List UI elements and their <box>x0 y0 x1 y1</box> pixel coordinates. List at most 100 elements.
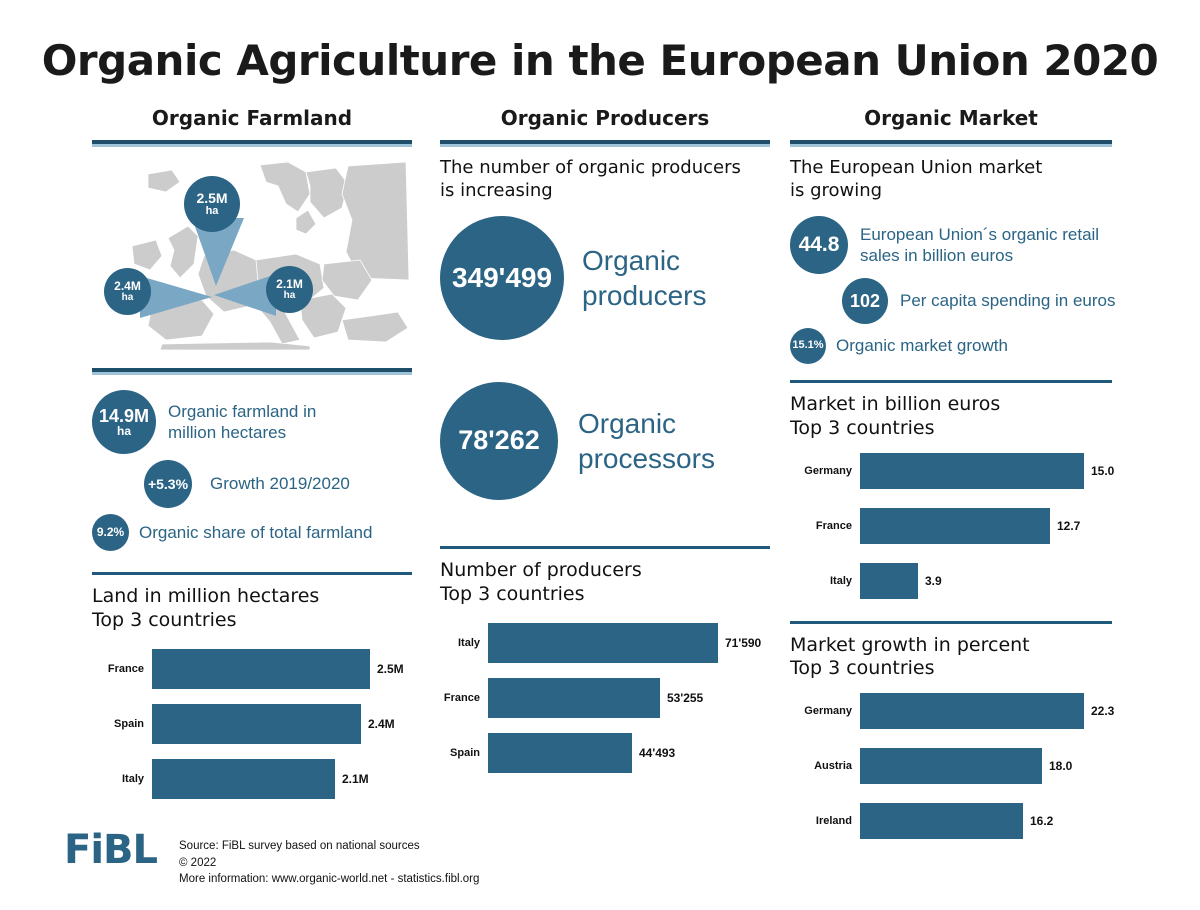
table-row: France 12.7 <box>790 507 1112 544</box>
stat-value: 102 <box>849 290 881 311</box>
chart-title-producers: Number of producers Top 3 countries <box>440 559 770 607</box>
chart-title-land-line1: Land in million hectares <box>92 585 320 607</box>
column-heading-producers: Organic Producers <box>500 106 710 130</box>
map-pin-2-value: 2.4M <box>114 278 141 293</box>
stat-circle-per-capita: 102 <box>842 278 888 325</box>
table-row: Ireland 16.2 <box>790 803 1112 840</box>
divider-farmland-bottom <box>92 572 412 575</box>
stat-row-per-capita: 102 Per capita spending in euros <box>842 278 1116 325</box>
divider-market-bottom <box>790 620 1112 624</box>
bar-fill <box>860 748 1042 785</box>
map-pin-3-value: 2.1M <box>276 276 303 291</box>
bar-fill <box>860 803 1023 840</box>
stat-row-farmland-total: 14.9M ha Organic farmland in million hec… <box>92 390 412 454</box>
big-circle-producers: 349'499 <box>440 216 564 341</box>
page-title: Organic Agriculture in the European Unio… <box>41 36 1159 85</box>
footer: FiBL Source: FiBL survey based on nation… <box>64 830 479 888</box>
bar-fill <box>860 507 1050 544</box>
bar-value: 15.0 <box>1091 463 1115 478</box>
chart-title-producers-line1: Number of producers <box>440 559 642 582</box>
table-row: Germany 15.0 <box>790 452 1115 489</box>
big-label-producers-line2: producers <box>582 280 707 312</box>
chart-title-market-growth-line1: Market growth in percent <box>790 633 1030 656</box>
divider-producers-top <box>440 140 770 144</box>
bar-value: 18.0 <box>1049 759 1073 774</box>
column-organic-producers: Organic Producers The number of organic … <box>440 106 770 788</box>
big-label-processors: Organic processors <box>578 406 715 476</box>
divider-farmland-mid <box>92 368 412 372</box>
chart-title-producers-line2: Top 3 countries <box>440 582 585 605</box>
stat-value: 15.1% <box>792 339 824 352</box>
big-label-processors-line2: processors <box>578 443 715 475</box>
bar-value: 2.1M <box>342 771 369 786</box>
chart-land-bars: France 2.5M Spain 2.4M Italy 2.1M <box>92 648 412 799</box>
bar-fill <box>860 693 1084 730</box>
chart-title-market-growth: Market growth in percent Top 3 countries <box>790 634 1112 682</box>
divider-market-top <box>790 140 1112 144</box>
bar-fill <box>488 732 632 773</box>
chart-market-growth-bars: Germany 22.3 Austria 18.0 Ireland 16.2 <box>790 693 1115 840</box>
stat-value: 44.8 <box>798 233 840 257</box>
farmland-stats: 14.9M ha Organic farmland in million hec… <box>92 390 412 551</box>
chart-title-market-growth-line2: Top 3 countries <box>790 657 935 680</box>
divider-farmland-top <box>92 140 412 144</box>
stat-row-retail-sales: 44.8 European Union´s organic retail sal… <box>790 216 1112 275</box>
bar-value: 71'590 <box>725 635 762 650</box>
map-pin-1-pointer <box>192 218 244 286</box>
stat-label-market-growth: Organic market growth <box>836 336 1008 356</box>
map-pin-3[interactable]: 2.1M ha <box>214 266 313 316</box>
table-row: Germany 22.3 <box>790 693 1115 730</box>
bar-fill <box>860 452 1084 489</box>
europe-map-svg <box>131 161 410 350</box>
table-row: France 2.5M <box>92 648 412 689</box>
table-row: Austria 18.0 <box>790 748 1112 785</box>
producers-lead-line2: is increasing <box>440 180 553 202</box>
map-pin-3-pointer <box>214 274 276 316</box>
table-row: Spain 2.4M <box>92 703 412 744</box>
bar-category: Spain <box>450 746 480 759</box>
bar-category: Ireland <box>815 815 852 828</box>
bar-value: 2.4M <box>368 716 395 731</box>
big-stat-processors: 78'262 Organic processors <box>440 382 770 501</box>
divider-producers-bottom <box>440 546 770 550</box>
chart-title-land: Land in million hectares Top 3 countries <box>92 585 412 633</box>
stat-circle-farmland-total: 14.9M ha <box>92 390 156 454</box>
stat-value: +5.3% <box>147 475 189 492</box>
bar-value: 16.2 <box>1030 814 1054 829</box>
bar-fill <box>152 648 370 689</box>
map-pin-1[interactable]: 2.5M ha <box>184 176 244 286</box>
europe-map: 2.5M ha 2.4M ha <box>92 158 412 358</box>
map-pin-2-unit: ha <box>121 291 134 303</box>
bar-category: France <box>815 519 852 532</box>
bar-value: 22.3 <box>1091 704 1115 719</box>
stat-row-market-growth: 15.1% Organic market growth <box>790 328 1112 365</box>
bar-category: Germany <box>804 705 852 718</box>
column-heading-market: Organic Market <box>864 106 1038 130</box>
bar-category: France <box>443 691 480 704</box>
bar-value: 2.5M <box>377 661 404 676</box>
footer-source-text: Source: FiBL survey based on national so… <box>179 830 479 888</box>
stat-value: 14.9M <box>98 405 150 426</box>
stat-label-per-capita: Per capita spending in euros <box>900 291 1116 311</box>
bar-value: 12.7 <box>1057 518 1081 533</box>
producers-lead-text: The number of organic producers is incre… <box>440 156 770 202</box>
stat-row-farmland-share: 9.2% Organic share of total farmland <box>92 514 412 551</box>
map-pin-1-value: 2.5M <box>196 189 228 206</box>
bar-value: 3.9 <box>925 573 942 588</box>
bar-fill <box>860 562 918 599</box>
table-row: France 53'255 <box>440 677 770 718</box>
big-stat-producers: 349'499 Organic producers <box>440 216 770 341</box>
bar-category: Germany <box>804 464 852 477</box>
market-lead-line1: The European Union market <box>790 157 1043 178</box>
map-pin-2[interactable]: 2.4M ha <box>104 268 212 318</box>
stat-circle-market-growth: 15.1% <box>790 328 826 365</box>
bar-category: France <box>107 662 144 675</box>
stat-label-farmland-growth: Growth 2019/2020 <box>210 474 350 494</box>
big-value-producers: 349'499 <box>451 261 553 293</box>
footer-line-more-info: More information: www.organic-world.net … <box>179 873 480 886</box>
table-row: Italy 2.1M <box>92 758 412 799</box>
map-pin-1-unit: ha <box>205 204 219 217</box>
map-pin-3-unit: ha <box>283 289 296 301</box>
bar-category: Austria <box>814 760 852 773</box>
